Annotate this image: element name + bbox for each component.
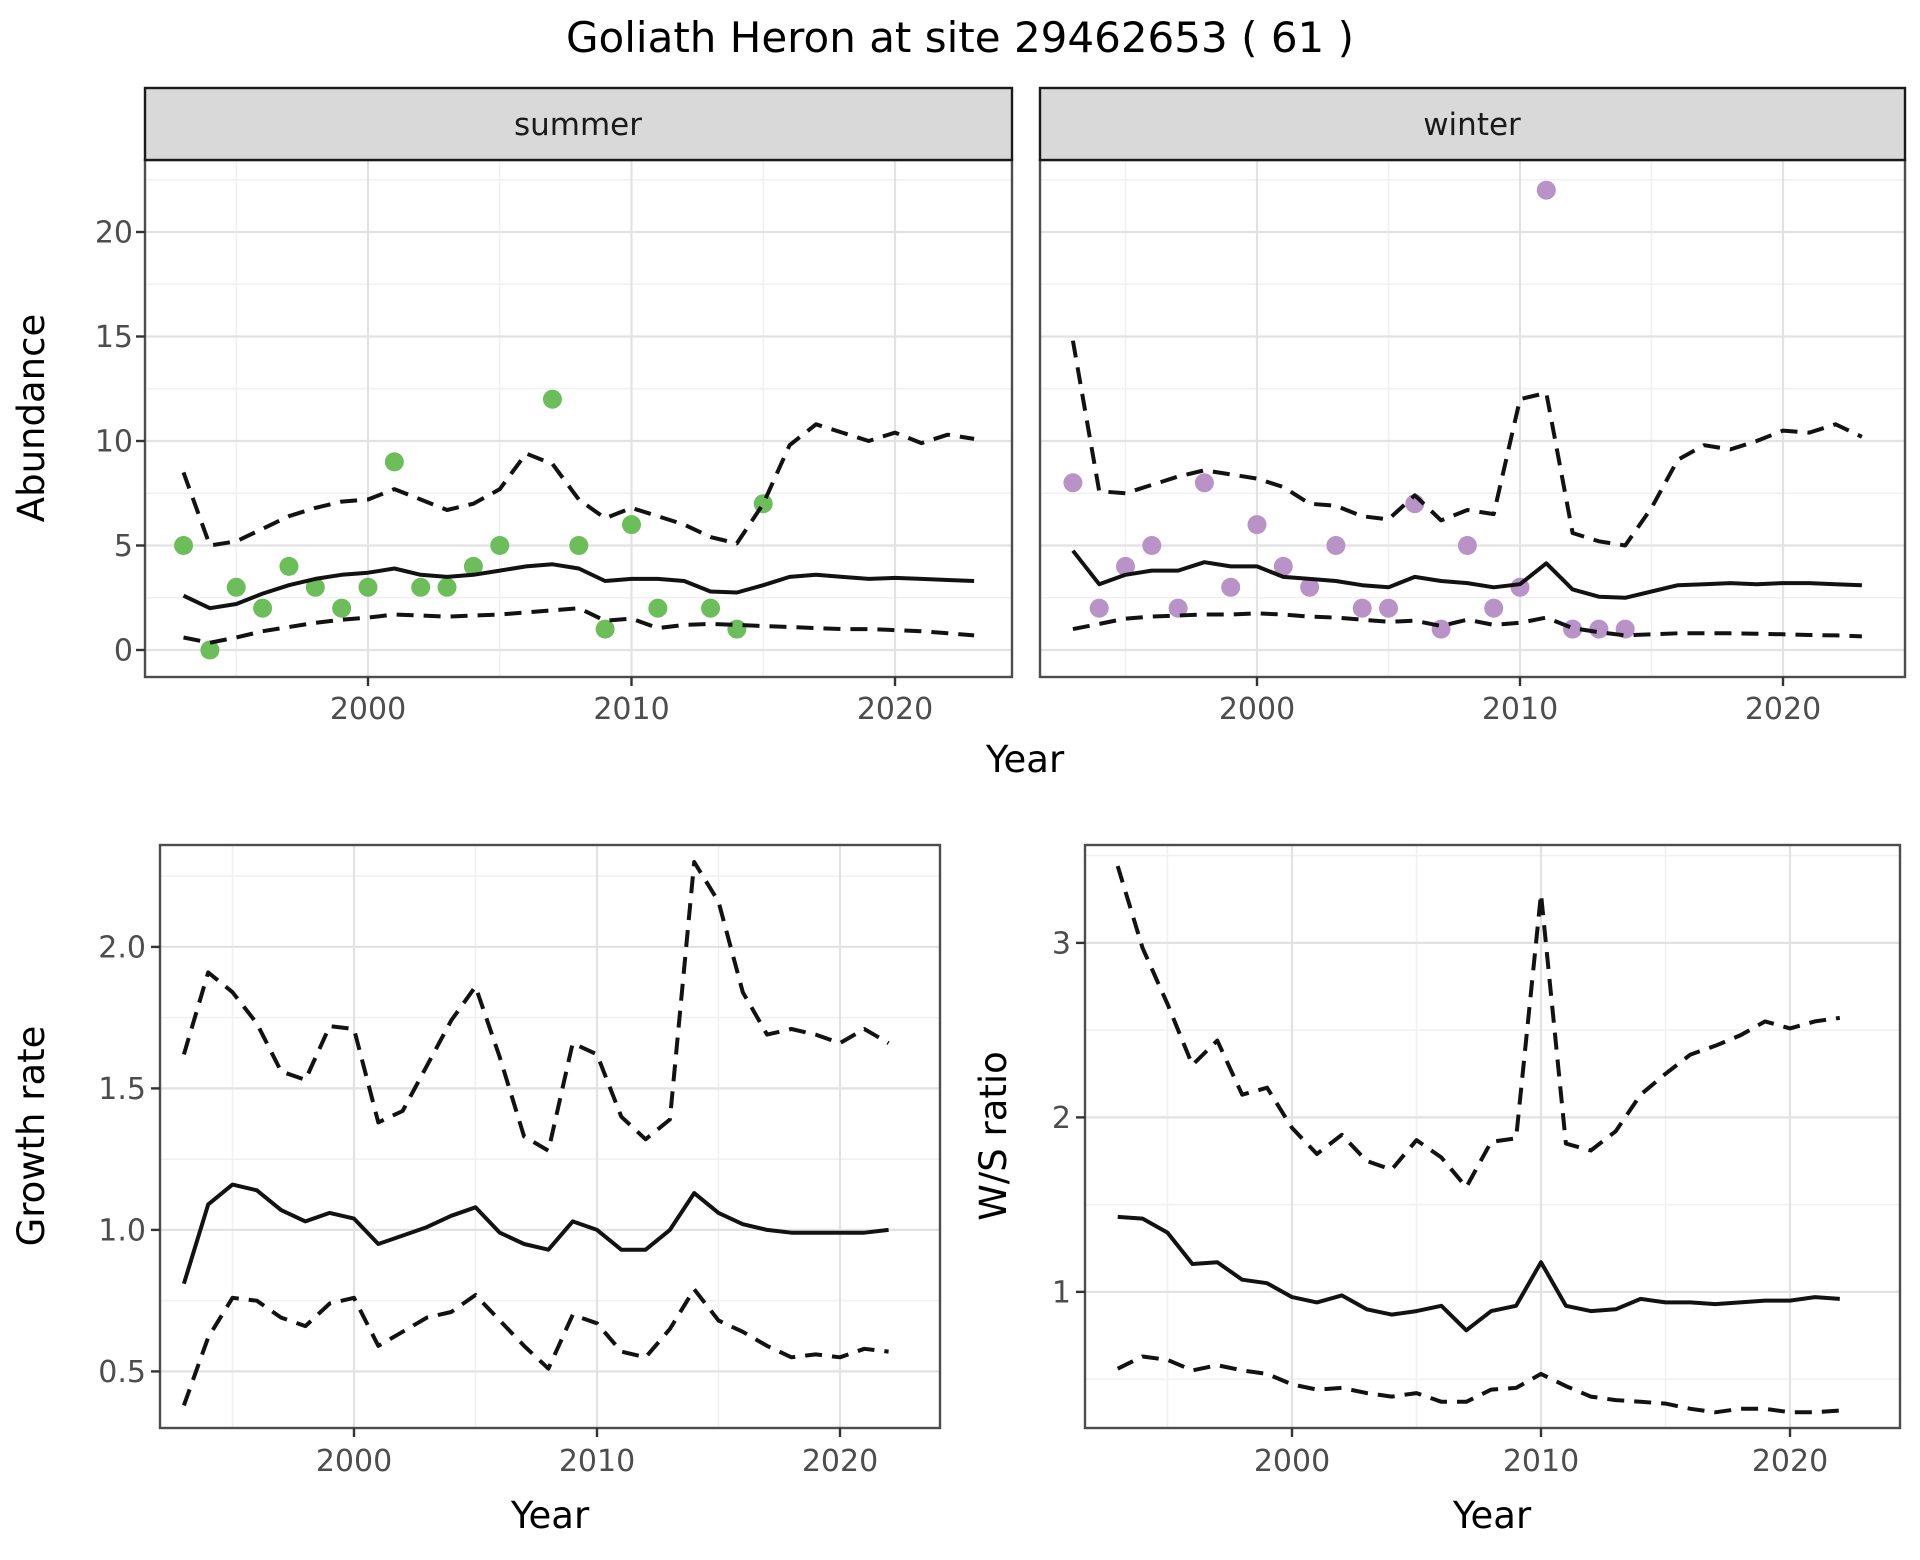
ws-x-axis-title: Year [1452,1494,1532,1537]
facet-strip-winter [1038,86,1907,162]
panel-ws-ratio: 2000 2010 2020 1 2 3 [1052,843,1902,1479]
x-tick-label: 2020 [1752,1444,1828,1479]
data-point-summer [569,536,589,555]
data-point-winter [1431,619,1451,639]
data-point-winter [1116,556,1135,576]
fit-line-growth-rate [181,1182,889,1285]
x-tick-label: 2020 [857,692,933,727]
panel-border [158,843,942,1430]
panel-growth-rate: 2000 2010 2020 0.5 1.0 1.5 2.0 [98,843,942,1479]
data-point-summer [437,577,457,597]
data-point-summer [332,598,352,618]
data-point-summer [727,619,747,639]
data-point-summer [648,598,668,618]
y-tick-label: 2.0 [98,930,146,965]
data-point-summer [490,536,510,555]
data-point-winter [1273,556,1293,576]
data-point-winter [1379,598,1398,618]
panel-background [1040,160,1905,677]
x-tick-label: 2020 [1745,692,1821,727]
panel-background [145,160,1012,677]
data-point-summer [595,619,615,639]
data-point-winter [1457,536,1477,555]
data-point-summer [622,515,641,535]
ci-line-summer [181,422,975,548]
facet-label-winter: winter [1423,107,1521,143]
data-point-winter [1589,619,1609,639]
top-x-axis-title: Year [985,738,1065,781]
y-tick-label: 10 [95,425,133,460]
growth-x-axis-title: Year [510,1494,590,1537]
facet-strip-summer [143,86,1014,162]
y-tick-label: 15 [95,320,133,355]
ci-line-growth-rate [181,860,890,1153]
data-point-summer [253,598,273,618]
data-point-summer [701,598,721,618]
ci-line-winter [1072,611,1862,639]
data-point-summer [174,536,194,555]
data-point-winter [1536,180,1556,200]
panel-background [1085,845,1900,1428]
data-point-winter [1563,619,1583,639]
data-point-summer [384,452,404,472]
y-tick-label: 1.5 [98,1072,146,1107]
data-point-winter [1168,598,1188,618]
x-tick-label: 2000 [330,692,406,727]
y-tick-label: 0 [114,634,133,669]
fit-line-winter [1071,549,1862,600]
data-point-summer [358,577,378,597]
data-point-winter [1247,515,1267,535]
data-point-summer [411,577,431,597]
panel-border [1083,843,1902,1430]
data-point-winter [1352,598,1372,618]
data-point-summer [200,640,220,660]
ci-line-winter [1070,340,1863,548]
x-tick-label: 2010 [1482,692,1558,727]
ws-axis-title: W/S ratio [972,1051,1015,1221]
y-tick-label: 20 [95,216,133,251]
fit-line-summer [182,562,975,611]
data-point-winter [1089,598,1109,618]
data-point-summer [305,577,325,597]
y-tick-label: 1 [1052,1275,1071,1310]
ci-line-ws-ratio [1116,1354,1840,1415]
ci-line-ws-ratio [1115,865,1841,1190]
abundance-axis-title: Abundance [10,314,53,522]
panel-winter: 2000 2010 2020 [1038,158,1907,727]
x-tick-label: 2000 [316,1444,392,1479]
x-tick-label: 2020 [802,1444,878,1479]
x-tick-label: 2000 [1219,692,1295,727]
data-point-summer [226,577,246,597]
y-tick-label: 3 [1052,926,1071,961]
x-tick-label: 2010 [559,1444,635,1479]
data-point-summer [279,556,299,576]
data-point-summer [542,389,562,409]
y-tick-label: 5 [114,529,133,564]
ci-line-growth-rate [182,1287,889,1407]
panel-summer: 2000 2010 2020 0 5 10 15 20 [95,158,1014,727]
x-tick-label: 2010 [593,692,669,727]
x-tick-label: 2010 [1503,1444,1579,1479]
y-tick-label: 0.5 [98,1355,146,1390]
data-point-winter [1221,577,1241,597]
data-point-winter [1326,536,1346,555]
page-title: Goliath Heron at site 29462653 ( 61 ) [566,13,1354,62]
facet-label-summer: summer [514,107,642,143]
data-point-winter [1484,598,1504,618]
data-point-winter [1300,577,1320,597]
fit-line-ws-ratio [1117,1214,1840,1333]
data-point-winter [1194,473,1214,493]
x-tick-label: 2000 [1254,1444,1330,1479]
chart-layers: 2000 2010 2020 0 5 10 15 20 2000 2010 2020 2000 2010… [95,158,1907,1479]
data-point-winter [1063,473,1083,493]
y-tick-label: 1.0 [98,1213,146,1248]
growth-axis-title: Growth rate [10,1026,53,1247]
data-point-winter [1142,536,1162,555]
y-tick-label: 2 [1052,1101,1071,1136]
data-point-summer [463,556,483,576]
